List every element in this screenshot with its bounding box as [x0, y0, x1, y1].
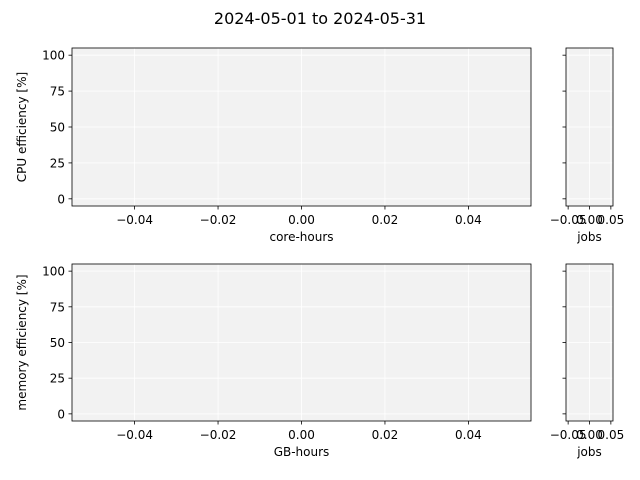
x-tick-label: −0.04: [116, 213, 153, 227]
y-tick-label: 0: [57, 407, 65, 421]
y-tick-label: 100: [42, 265, 65, 279]
x-axis-label: jobs: [576, 230, 602, 244]
y-tick-label: 75: [50, 300, 65, 314]
y-tick-label: 25: [50, 156, 65, 170]
x-axis-label: GB-hours: [274, 445, 330, 459]
y-tick-label: 25: [50, 372, 65, 386]
x-tick-label: 0.04: [455, 213, 482, 227]
x-tick-label: 0.04: [455, 428, 482, 442]
x-tick-label: 0.02: [372, 428, 399, 442]
x-axis-label: jobs: [576, 445, 602, 459]
y-tick-label: 100: [42, 49, 65, 63]
y-tick-label: 0: [57, 192, 65, 206]
panel-cpu-side: −0.050.000.05 jobs: [550, 47, 625, 244]
y-axis-label: memory efficiency [%]: [15, 274, 29, 410]
x-tick-label: −0.02: [200, 213, 237, 227]
panel-mem-main: −0.04 −0.02 0.00 0.02 0.04 0 25 50 75 100 GB-hours…: [15, 263, 532, 459]
x-tick-label: 0.02: [372, 213, 399, 227]
x-tick-label: 0.00: [576, 213, 603, 227]
y-tick-label: 50: [50, 336, 65, 350]
x-tick-label: 0.00: [288, 213, 315, 227]
figure-title: 2024-05-01 to 2024-05-31: [214, 9, 426, 28]
y-axis-label: CPU efficiency [%]: [15, 72, 29, 182]
y-tick-label: 75: [50, 85, 65, 99]
x-tick-label: 0.05: [598, 428, 625, 442]
x-tick-label: −0.05: [550, 213, 587, 227]
panel-mem-side: −0.050.000.05 jobs: [550, 263, 625, 459]
x-tick-label: 0.00: [288, 428, 315, 442]
x-tick-label: −0.04: [116, 428, 153, 442]
x-tick-label: −0.05: [550, 428, 587, 442]
x-tick-label: 0.05: [598, 213, 625, 227]
panel-cpu-main: −0.04 −0.02 0.00 0.02 0.04 0 25 50 75 100 core-hou…: [15, 47, 532, 244]
y-tick-label: 50: [50, 121, 65, 135]
x-tick-label: −0.02: [200, 428, 237, 442]
x-axis-label: core-hours: [269, 230, 333, 244]
x-tick-label: 0.00: [576, 428, 603, 442]
